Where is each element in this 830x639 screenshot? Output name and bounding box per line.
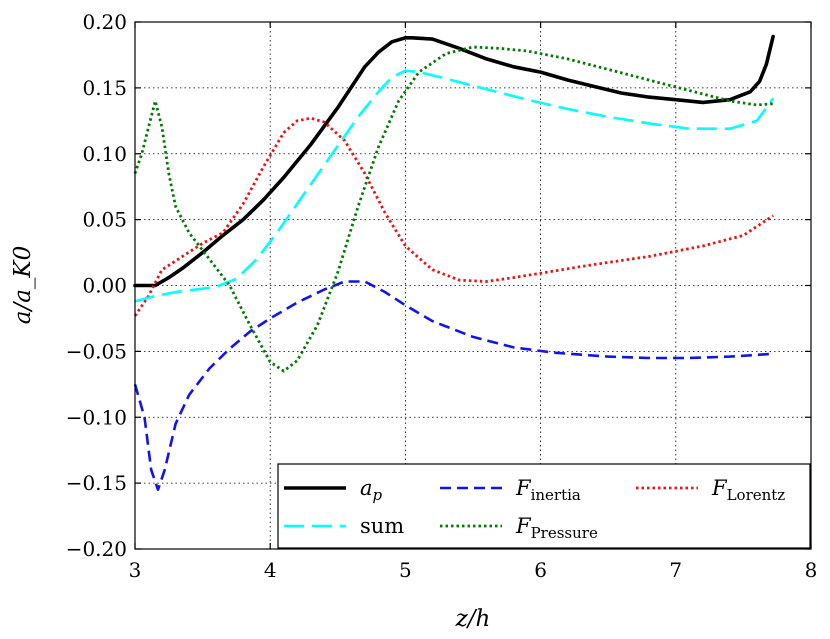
legend-label-sub: Lorentz [727,486,786,504]
x-tick-label: 5 [399,558,412,582]
legend-label-main: a [360,476,373,500]
x-tick-label: 4 [264,558,277,582]
y-tick-label: −0.10 [66,405,127,429]
legend-label: FLorentz [711,476,785,504]
legend-frame [277,463,811,549]
y-tick-label: 0.20 [82,10,127,34]
y-tick-label: −0.05 [66,339,127,363]
series-line-sum [134,69,775,303]
x-axis-label: z/h [455,606,491,632]
y-tick-label: −0.15 [66,471,127,495]
legend-label-main: F [711,476,728,500]
axis-ticks: 3 4 5 6 7 8 −0.20 −0.15 −0.10 −0.05 0.00 0.05 0.10 0.… [66,10,818,582]
legend-label-sub: p [373,486,383,504]
grid [135,22,811,549]
x-tick-label: 3 [129,558,142,582]
series-lines [133,34,775,492]
y-tick-label: 0.10 [82,142,127,166]
series-line-f-pressure [133,45,774,373]
legend-label-sub: inertia [531,486,581,504]
series-line-f-inertia [133,280,771,492]
legend-label: Finertia [515,476,581,504]
legend-label: FPressure [515,514,598,542]
y-tick-label: 0.05 [82,208,127,232]
legend-label-sub: Pressure [531,524,598,542]
legend-label-main: F [515,476,532,500]
legend-label: ap [360,476,383,504]
y-axis-label: a/a_K0 [10,246,36,325]
x-tick-label: 6 [534,558,547,582]
x-tick-label: 7 [669,558,682,582]
y-axis-label-text: a/a_K0 [10,246,36,325]
x-tick-label: 8 [805,558,818,582]
legend-label-main: sum [360,514,404,538]
series-line-f-lorentz [133,116,774,317]
y-tick-label: −0.20 [66,537,127,561]
legend-label: sum [360,514,404,538]
x-axis-label-text: z/h [455,606,491,632]
y-tick-label: 0.15 [82,76,127,100]
legend-label-main: F [515,514,532,538]
y-tick-label: 0.00 [82,274,127,298]
series-line-a-p [133,34,775,288]
